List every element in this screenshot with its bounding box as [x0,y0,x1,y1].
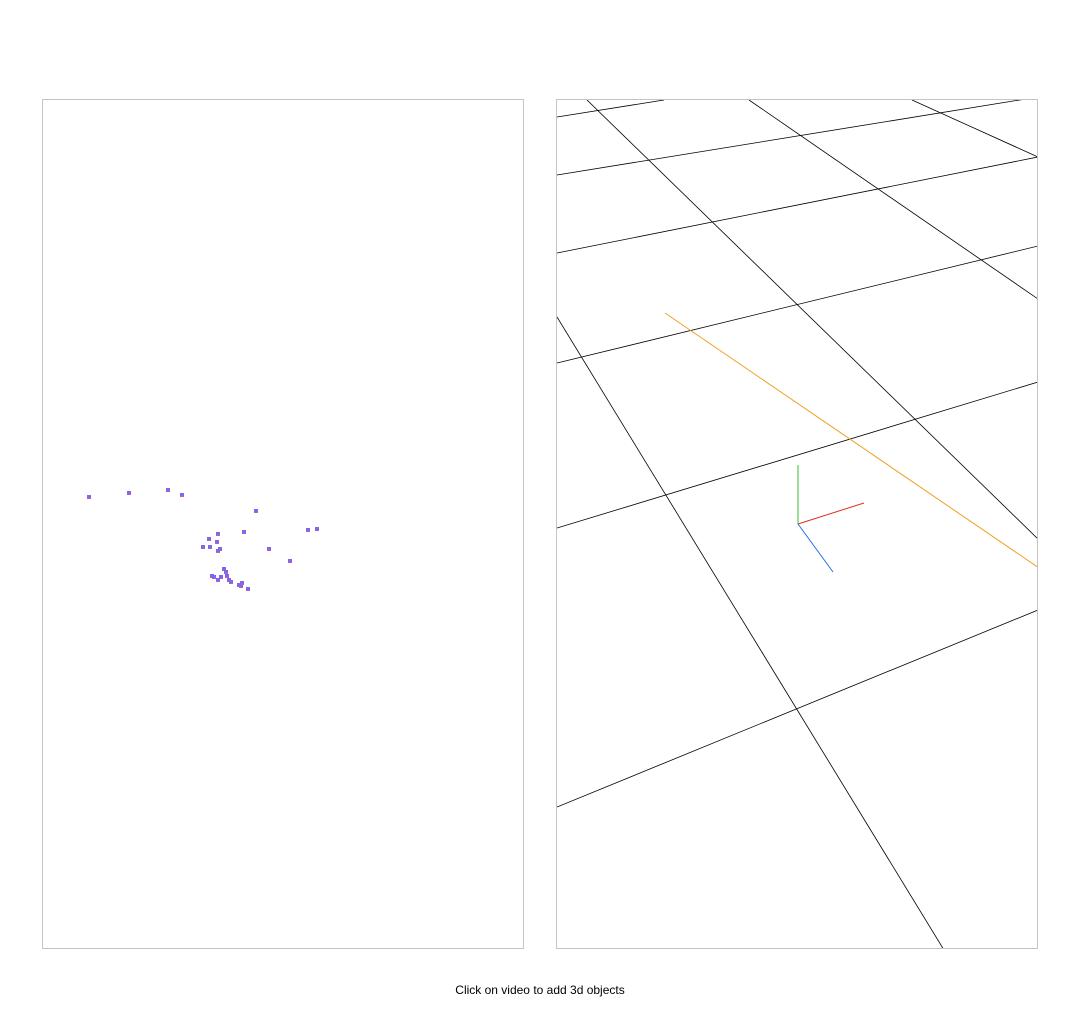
feature-point [166,488,170,492]
feature-point-shade [242,533,246,534]
z-axis-line [797,523,834,573]
feature-point-shade [207,540,211,541]
feature-point-shade [315,530,319,531]
feature-point [216,532,220,536]
grid-line [557,156,1037,254]
feature-point [216,549,220,553]
feature-point [215,540,219,544]
feature-point-shade [87,498,91,499]
feature-point [201,545,205,549]
feature-point-shade [224,573,228,574]
grid-line [748,100,1037,299]
feature-point-shade [127,494,131,495]
grid-line [557,100,665,118]
feature-point-shade [208,548,212,549]
feature-point-shade [254,512,258,513]
feature-point-shade [246,590,250,591]
feature-point [306,528,310,532]
feature-point-shade [219,578,223,579]
feature-point-shade [239,587,243,588]
grid-line [557,100,1022,176]
feature-point [288,559,292,563]
feature-point [87,495,91,499]
feature-point-shade [225,577,229,578]
feature-point-shade [212,578,216,579]
feature-point [207,537,211,541]
feature-point-shade [216,552,220,553]
grid-line [557,609,1037,808]
feature-point-shade [180,496,184,497]
feature-point-shade [229,583,233,584]
feature-point-shade [240,584,244,585]
grid-line [557,381,1037,529]
feature-point-shade [306,531,310,532]
feature-point-shade [267,550,271,551]
scene-view[interactable] [556,99,1038,949]
feature-point [222,567,226,571]
grid-line [557,316,944,948]
feature-point [127,491,131,495]
feature-point [225,574,229,578]
camera-trajectory-line [664,312,1037,568]
feature-point [242,530,246,534]
feature-point-shade [215,543,219,544]
feature-point [229,580,233,584]
video-view[interactable] [42,99,524,949]
axes-gizmo [797,465,865,573]
feature-point [219,575,223,579]
feature-point-shade [166,491,170,492]
feature-point [246,587,250,591]
feature-point [224,570,228,574]
grid-line [586,100,1037,539]
feature-point [216,578,220,582]
x-axis-line [797,502,865,525]
feature-point [254,509,258,513]
feature-point [208,545,212,549]
feature-point-shade [288,562,292,563]
instruction-text: Click on video to add 3d objects [455,983,625,997]
scene-canvas[interactable] [557,100,1037,948]
feature-point [212,575,216,579]
feature-point [180,493,184,497]
feature-point [315,527,319,531]
feature-point [267,547,271,551]
feature-point-shade [216,581,220,582]
feature-points [87,488,319,591]
grid-line [911,100,1037,157]
feature-point [240,581,244,585]
feature-point-shade [201,548,205,549]
feature-points-canvas[interactable] [43,100,523,948]
feature-point [239,584,243,588]
feature-point-shade [216,535,220,536]
ground-grid [557,100,1037,948]
